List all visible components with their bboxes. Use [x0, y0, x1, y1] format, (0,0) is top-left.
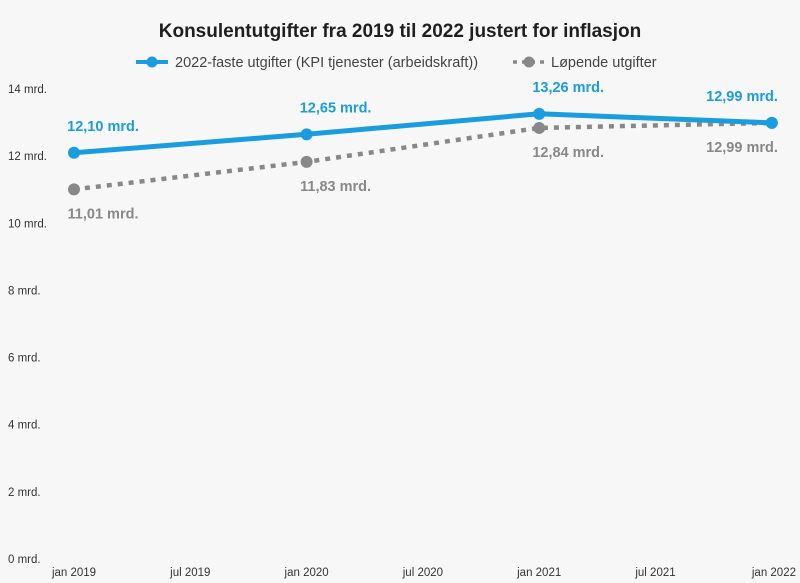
- y-tick-label: 4 mrd.: [8, 420, 41, 432]
- y-tick-label: 14 mrd.: [8, 84, 47, 96]
- x-tick-label: jul 2020: [402, 567, 443, 579]
- data-point: [68, 146, 80, 159]
- data-label: 12,84 mrd.: [532, 145, 604, 161]
- data-label: 12,65 mrd.: [300, 100, 372, 116]
- y-axis: 0 mrd. 2 mrd. 4 mrd. 6 mrd. 8 mrd. 10 mrd. 12 …: [8, 84, 47, 566]
- plot-area: 12,10 mrd. 12,65 mrd. 13,26 mrd. 12,99 mrd.…: [67, 80, 778, 223]
- y-tick-label: 10 mrd.: [8, 218, 47, 230]
- series-line: [73, 111, 772, 156]
- data-point: [300, 155, 313, 168]
- x-tick-label: jan 2019: [51, 567, 96, 579]
- x-tick-label: jan 2021: [516, 567, 561, 579]
- legend-swatch-marker: [146, 56, 158, 68]
- x-tick-label: jan 2022: [751, 567, 796, 579]
- data-label: 12,99 mrd.: [706, 140, 778, 156]
- data-point: [533, 107, 546, 120]
- data-point: [765, 116, 778, 129]
- y-tick-label: 12 mrd.: [8, 151, 47, 163]
- data-label: 12,99 mrd.: [706, 89, 778, 105]
- x-tick-label: jul 2019: [169, 567, 210, 579]
- x-tick-label: jul 2021: [634, 567, 675, 579]
- y-tick-label: 0 mrd.: [8, 554, 41, 566]
- data-label: 11,83 mrd.: [300, 179, 371, 195]
- series-line: [73, 120, 772, 192]
- data-label: 12,10 mrd.: [67, 119, 139, 135]
- data-label: 13,26 mrd.: [532, 80, 604, 96]
- data-point: [300, 128, 313, 141]
- y-tick-label: 6 mrd.: [8, 353, 41, 365]
- y-tick-label: 8 mrd.: [8, 285, 41, 297]
- legend-label: Løpende utgifter: [551, 55, 657, 71]
- data-point: [533, 121, 546, 134]
- chart-title: Konsulentutgifter fra 2019 til 2022 just…: [159, 21, 642, 42]
- legend-swatch-marker: [523, 56, 535, 68]
- x-axis: jan 2019 jul 2019 jan 2020 jul 2020 jan 2021…: [51, 567, 796, 579]
- legend-label: 2022-faste utgifter (KPI tjenester (arbe…: [175, 55, 478, 71]
- data-point: [68, 183, 80, 196]
- x-tick-label: jan 2020: [284, 567, 329, 579]
- legend: 2022-faste utgifter (KPI tjenester (arbe…: [136, 55, 657, 71]
- data-label: 11,01 mrd.: [68, 206, 139, 222]
- y-tick-label: 2 mrd.: [8, 487, 41, 499]
